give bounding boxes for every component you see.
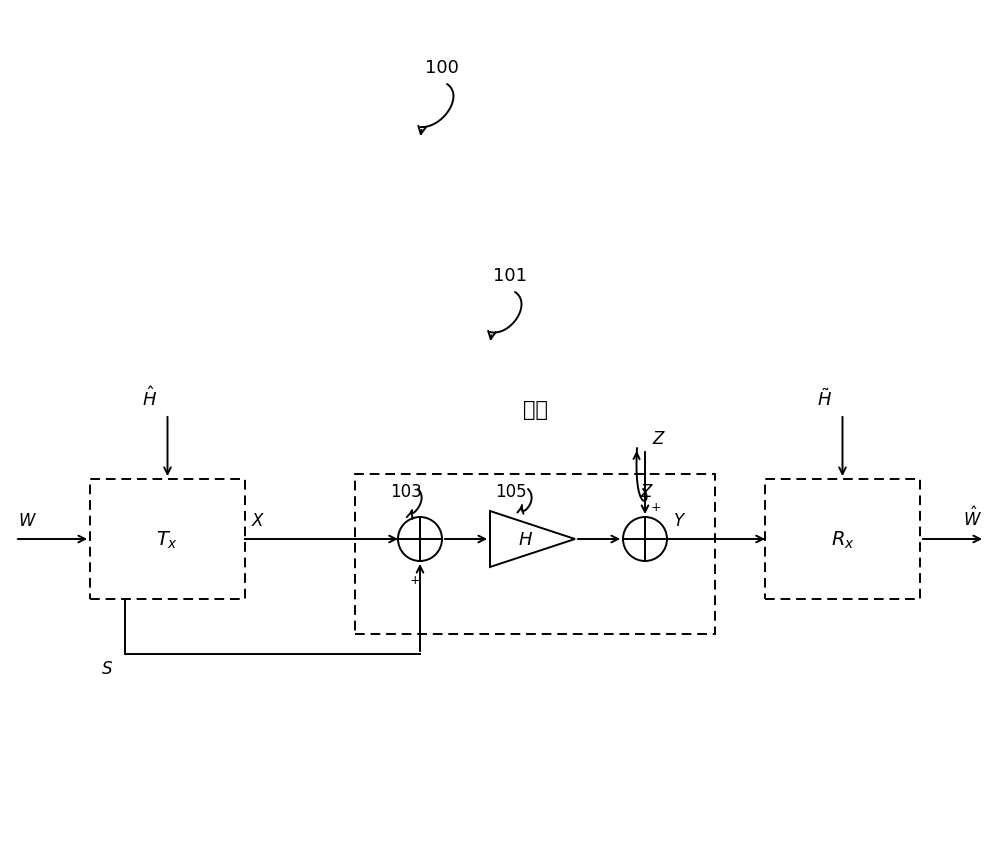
Bar <box>355 474 715 634</box>
Text: 100: 100 <box>425 59 459 77</box>
Text: 103: 103 <box>390 483 422 500</box>
Bar <box>765 479 920 599</box>
Text: $X$: $X$ <box>251 511 265 529</box>
Text: $R_x$: $R_x$ <box>831 528 854 550</box>
Text: 信道: 信道 <box>522 399 548 419</box>
Text: $\tilde{H}$: $\tilde{H}$ <box>817 388 833 409</box>
Text: +: + <box>410 573 420 586</box>
Text: $H$: $H$ <box>518 530 533 549</box>
Bar <box>90 479 245 599</box>
Text: 101: 101 <box>493 267 527 284</box>
Text: +: + <box>651 500 662 513</box>
Text: $\hat{W}$: $\hat{W}$ <box>963 506 982 529</box>
Text: $S$: $S$ <box>101 659 113 677</box>
Text: $Y$: $Y$ <box>673 511 686 529</box>
Text: $Z$: $Z$ <box>640 483 654 500</box>
Text: $\hat{H}$: $\hat{H}$ <box>142 386 158 409</box>
Text: $T_x$: $T_x$ <box>156 528 179 550</box>
Text: $W$: $W$ <box>18 511 37 529</box>
Text: 105: 105 <box>495 483 527 500</box>
Text: $Z$: $Z$ <box>652 430 666 447</box>
